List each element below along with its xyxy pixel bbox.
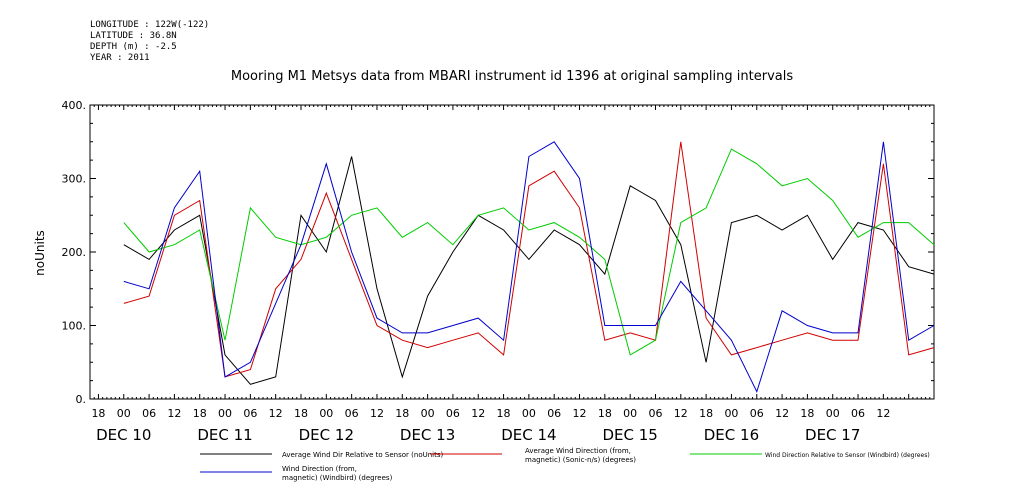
- y-tick-label: 100.: [62, 320, 87, 333]
- x-tick-label: 00: [826, 407, 840, 420]
- x-tick-label: 06: [345, 407, 359, 420]
- x-tick-label: 06: [851, 407, 865, 420]
- x-tick-label: 06: [750, 407, 764, 420]
- x-tick-label: 18: [800, 407, 814, 420]
- legend-label-3: Wind Direction Relative to Sensor (Windb…: [765, 452, 930, 459]
- y-axis-label: noUnits: [33, 230, 47, 276]
- x-tick-label: 06: [243, 407, 257, 420]
- x-tick-label: 18: [294, 407, 308, 420]
- series-group: [123, 141, 935, 393]
- legend-label-2b: magnetic) (Sonic-n/s) (degrees): [525, 456, 636, 464]
- series-line-3: [123, 148, 935, 356]
- x-tick-label: 18: [497, 407, 511, 420]
- y-tick-label: 300.: [62, 173, 87, 186]
- x-tick-label: 00: [724, 407, 738, 420]
- chart-title: Mooring M1 Metsys data from MBARI instru…: [231, 69, 793, 84]
- legend-label-4a: Wind Direction (from,: [282, 465, 357, 473]
- y-axis: 0. 100. 200. 300. 400.: [62, 99, 934, 406]
- legend: Average Wind Dir Relative to Sensor (noU…: [200, 447, 930, 482]
- x-day-label: DEC 15: [602, 426, 657, 444]
- latitude-label: LATITUDE : 36.8N: [90, 31, 177, 41]
- x-tick-label: 18: [193, 407, 207, 420]
- longitude-label: LONGITUDE : 122W(-122): [90, 20, 210, 30]
- metadata-block: LONGITUDE : 122W(-122) LATITUDE : 36.8N …: [90, 20, 209, 64]
- x-tick-label: 00: [117, 407, 131, 420]
- y-tick-label: 200.: [62, 246, 87, 259]
- y-tick-label: 0.: [76, 393, 87, 406]
- x-tick-label: 06: [547, 407, 561, 420]
- x-tick-label: 06: [446, 407, 460, 420]
- x-tick-label: 12: [167, 407, 181, 420]
- x-tick-label: 00: [218, 407, 232, 420]
- x-day-label: DEC 11: [197, 426, 252, 444]
- plot-frame: [89, 104, 935, 400]
- x-tick-label: 18: [598, 407, 612, 420]
- x-tick-label: 12: [573, 407, 587, 420]
- x-tick-label: 12: [775, 407, 789, 420]
- x-tick-label: 00: [623, 407, 637, 420]
- x-tick-label: 12: [674, 407, 688, 420]
- x-day-label: DEC 14: [501, 426, 556, 444]
- x-day-label: DEC 16: [704, 426, 759, 444]
- x-tick-label: 18: [699, 407, 713, 420]
- series-line-4: [123, 141, 935, 393]
- x-tick-label: 00: [421, 407, 435, 420]
- series-line-1: [123, 156, 935, 385]
- year-label: YEAR : 2011: [90, 53, 150, 63]
- x-day-label: DEC 17: [805, 426, 860, 444]
- y-tick-label: 400.: [62, 99, 87, 112]
- x-day-label: DEC 13: [400, 426, 455, 444]
- legend-label-2a: Average Wind Direction (from,: [525, 447, 631, 455]
- x-tick-label: 00: [319, 407, 333, 420]
- x-tick-label: 06: [142, 407, 156, 420]
- x-tick-label: 12: [471, 407, 485, 420]
- x-axis: 18 00 06 12 18 00 06 12 18 00 06 12 18 00 06 12 18 00 06 12…: [89, 105, 935, 444]
- x-tick-label: 06: [648, 407, 662, 420]
- legend-label-4b: magnetic) (Windbird) (degrees): [282, 474, 393, 482]
- x-day-label: DEC 12: [299, 426, 354, 444]
- x-day-label: DEC 10: [96, 426, 151, 444]
- x-tick-label: 18: [91, 407, 105, 420]
- x-tick-label: 18: [395, 407, 409, 420]
- x-tick-label: 00: [522, 407, 536, 420]
- depth-label: DEPTH (m) : -2.5: [90, 42, 177, 52]
- legend-label-1: Average Wind Dir Relative to Sensor (noU…: [282, 451, 443, 459]
- x-tick-label: 12: [370, 407, 384, 420]
- x-tick-label: 12: [876, 407, 890, 420]
- x-tick-label: 12: [269, 407, 283, 420]
